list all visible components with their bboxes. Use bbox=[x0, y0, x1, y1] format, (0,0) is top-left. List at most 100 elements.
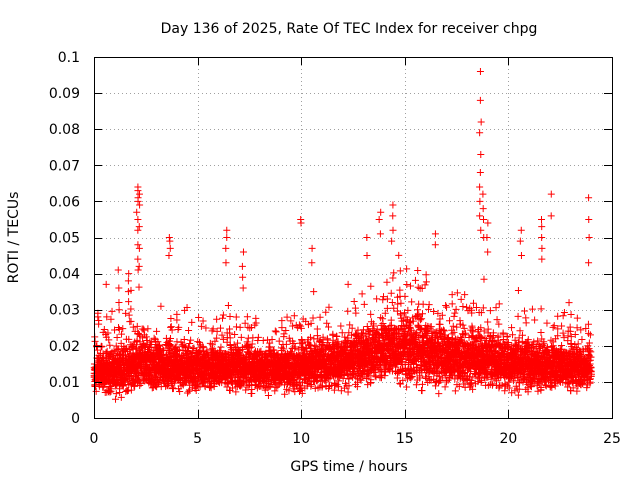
data-point bbox=[224, 301, 232, 309]
data-point bbox=[100, 325, 108, 333]
data-point bbox=[107, 315, 115, 323]
data-point bbox=[199, 317, 207, 325]
data-point bbox=[185, 387, 193, 395]
data-point bbox=[195, 314, 203, 322]
data-point bbox=[236, 323, 244, 331]
data-point bbox=[234, 339, 242, 347]
data-point bbox=[129, 323, 137, 331]
data-point bbox=[396, 267, 404, 275]
data-point bbox=[373, 295, 381, 303]
data-point bbox=[237, 333, 245, 341]
data-point bbox=[144, 325, 152, 333]
data-point bbox=[289, 322, 297, 330]
data-point bbox=[167, 334, 175, 342]
data-point bbox=[379, 296, 387, 304]
data-point bbox=[275, 337, 283, 345]
data-point bbox=[408, 298, 416, 306]
data-point bbox=[112, 395, 120, 403]
data-point bbox=[271, 327, 279, 335]
data-point bbox=[278, 317, 286, 325]
data-point bbox=[313, 325, 321, 333]
data-point bbox=[383, 278, 391, 286]
data-point bbox=[99, 383, 107, 391]
data-point bbox=[232, 388, 240, 396]
data-point bbox=[264, 392, 272, 400]
data-point bbox=[395, 251, 403, 259]
data-point bbox=[358, 290, 366, 298]
data-point bbox=[105, 336, 113, 344]
data-point bbox=[213, 315, 221, 323]
data-point bbox=[287, 317, 295, 325]
data-point bbox=[119, 381, 127, 389]
data-point bbox=[113, 334, 121, 342]
data-point bbox=[127, 305, 135, 313]
data-point bbox=[185, 326, 193, 334]
data-point bbox=[344, 280, 352, 288]
data-point bbox=[350, 297, 358, 305]
data-point bbox=[125, 298, 133, 306]
data-point bbox=[141, 342, 149, 350]
data-point bbox=[290, 312, 298, 320]
data-point bbox=[231, 331, 239, 339]
data-point bbox=[396, 286, 404, 294]
data-point bbox=[344, 388, 352, 396]
data-point bbox=[322, 308, 330, 316]
data-point bbox=[493, 316, 501, 324]
data-point bbox=[219, 314, 227, 322]
data-point bbox=[480, 275, 488, 283]
data-point bbox=[486, 307, 494, 315]
data-point bbox=[180, 336, 188, 344]
data-point bbox=[310, 288, 318, 296]
data-point bbox=[403, 265, 411, 273]
data-point bbox=[446, 317, 454, 325]
data-point bbox=[441, 383, 449, 391]
data-point bbox=[219, 311, 227, 319]
data-point bbox=[187, 336, 195, 344]
data-point bbox=[283, 313, 291, 321]
data-point bbox=[337, 322, 345, 330]
data-point bbox=[259, 337, 267, 345]
data-point bbox=[389, 274, 397, 282]
data-point bbox=[459, 303, 467, 311]
data-point bbox=[435, 390, 443, 398]
data-point bbox=[131, 382, 139, 390]
data-point bbox=[390, 269, 398, 277]
data-point bbox=[213, 334, 221, 342]
data-point bbox=[495, 300, 503, 308]
data-point bbox=[360, 300, 368, 308]
data-point bbox=[116, 385, 124, 393]
data-point bbox=[148, 338, 156, 346]
data-point bbox=[166, 342, 174, 350]
data-point bbox=[168, 326, 176, 334]
data-point bbox=[153, 327, 161, 335]
data-point bbox=[443, 303, 451, 311]
data-point bbox=[175, 323, 183, 331]
data-point bbox=[414, 306, 422, 314]
data-point bbox=[414, 283, 422, 291]
data-point bbox=[271, 387, 279, 395]
data-point bbox=[394, 300, 402, 308]
data-point bbox=[422, 278, 430, 286]
data-point bbox=[418, 387, 426, 395]
data-point bbox=[139, 370, 147, 378]
data-point bbox=[401, 292, 409, 300]
data-point bbox=[425, 301, 433, 309]
data-point bbox=[232, 313, 240, 321]
data-point bbox=[323, 319, 331, 327]
data-point bbox=[406, 282, 414, 290]
data-point bbox=[367, 282, 375, 290]
data-point bbox=[344, 307, 352, 315]
data-point bbox=[92, 387, 100, 395]
data-point bbox=[403, 281, 411, 289]
data-point bbox=[118, 330, 126, 338]
data-point bbox=[457, 295, 465, 303]
data-point bbox=[311, 341, 319, 349]
data-point bbox=[453, 289, 461, 297]
data-point bbox=[495, 320, 503, 328]
data-point bbox=[127, 317, 135, 325]
data-point bbox=[185, 343, 193, 351]
data-point bbox=[115, 325, 123, 333]
data-point bbox=[142, 333, 150, 341]
